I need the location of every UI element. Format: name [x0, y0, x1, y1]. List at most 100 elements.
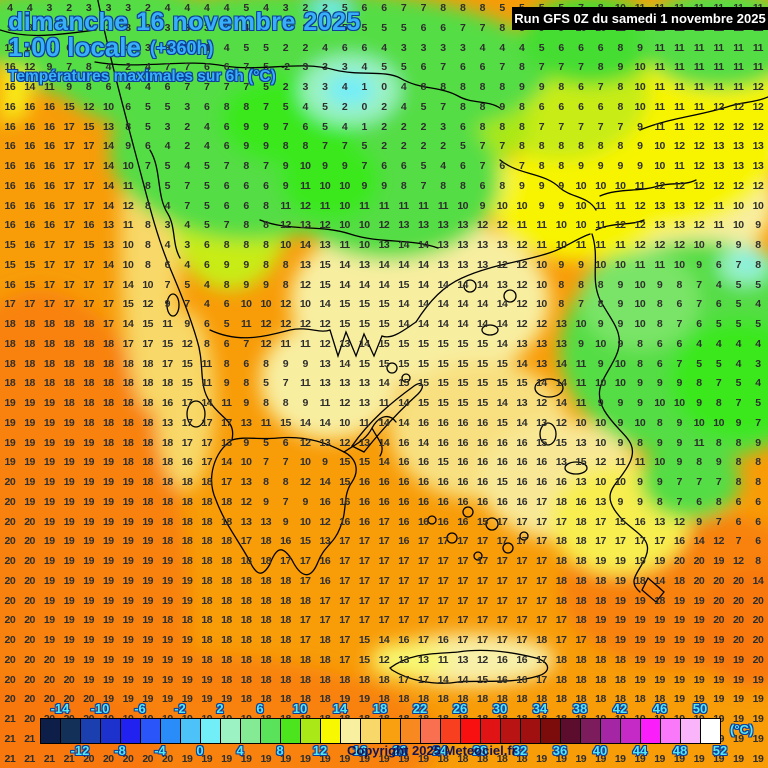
temp-value: 10: [122, 160, 134, 172]
temp-value: 12: [516, 258, 528, 271]
temp-value: 5: [164, 160, 171, 172]
temp-value: 17: [477, 634, 488, 646]
temp-value: 9: [558, 179, 564, 192]
temp-value: 10: [575, 199, 587, 212]
temp-value: 17: [398, 673, 409, 686]
temp-value: 19: [713, 653, 724, 666]
temp-value: 5: [459, 140, 466, 153]
temp-value: 16: [24, 100, 35, 113]
temp-value: 12: [516, 298, 528, 311]
temp-value: 19: [24, 397, 35, 409]
temp-value: 13: [654, 219, 665, 232]
forecast-time-label: 1:00 locale: [8, 32, 141, 62]
temp-value: 9: [637, 397, 643, 409]
temp-value: 10: [634, 298, 646, 311]
temp-value: 7: [440, 100, 446, 113]
temp-value: 6: [243, 357, 249, 370]
temp-value: 5: [263, 61, 269, 74]
temp-value: 3: [223, 21, 230, 34]
temp-value: 18: [299, 693, 311, 706]
temp-value: 19: [181, 752, 193, 765]
temp-value: 15: [477, 357, 488, 370]
temp-value: 15: [142, 318, 153, 330]
temp-value: 18: [240, 594, 252, 607]
temp-value: 4: [341, 81, 348, 93]
temp-value: 19: [24, 416, 35, 429]
temp-value: 6: [459, 160, 466, 172]
temp-value: 18: [673, 574, 685, 587]
temp-value: 18: [595, 653, 606, 666]
temp-value: 11: [418, 199, 429, 212]
temp-value: 7: [735, 535, 742, 548]
temp-value: 14: [477, 278, 488, 291]
temp-value: 17: [63, 239, 75, 251]
temp-value: 12: [339, 436, 350, 449]
temp-value: 18: [299, 673, 311, 686]
temp-value: 4: [479, 41, 486, 54]
temp-value: 9: [676, 456, 683, 469]
temp-value: 9: [538, 199, 545, 212]
temp-value: 14: [122, 278, 134, 291]
temp-value: 12: [732, 120, 744, 133]
temp-value: 14: [516, 357, 528, 370]
temp-value: 19: [43, 555, 55, 567]
temp-value: 11: [693, 61, 705, 74]
temp-value: 10: [358, 239, 370, 251]
temp-value: 14: [477, 318, 488, 330]
temp-value: 17: [43, 239, 55, 251]
temp-value: 19: [634, 555, 646, 567]
temp-value: 8: [519, 61, 525, 74]
temp-value: 17: [142, 337, 153, 350]
temp-value: 17: [536, 594, 547, 607]
temp-value: 13: [358, 436, 370, 449]
temp-value: 17: [162, 357, 173, 370]
temp-value: 11: [378, 199, 390, 212]
temp-value: 14: [319, 476, 331, 488]
temp-value: 20: [63, 693, 75, 706]
colorbar-tick-label: 18: [372, 701, 388, 716]
temp-value: 18: [280, 614, 291, 627]
temp-value: 17: [496, 535, 508, 548]
temp-value: 20: [24, 653, 35, 666]
temp-value: 11: [674, 160, 685, 172]
temp-value: 20: [4, 574, 16, 587]
temp-value: 18: [162, 495, 173, 508]
temp-value: 15: [555, 436, 567, 449]
temp-value: 12: [693, 160, 705, 172]
temp-value: 7: [538, 61, 545, 74]
colorbar-cell: [241, 719, 261, 743]
temp-value: 19: [122, 594, 134, 607]
temp-value: 6: [755, 495, 761, 508]
colorbar-tick-label: 20: [392, 743, 408, 758]
temp-value: 14: [437, 318, 449, 330]
temp-value: 9: [656, 377, 663, 390]
temp-value: 19: [654, 555, 665, 567]
temp-value: 10: [654, 160, 665, 172]
temp-value: 18: [595, 634, 606, 646]
temp-value: 13: [496, 278, 508, 291]
temp-value: 6: [204, 61, 210, 74]
temp-value: 8: [519, 140, 525, 153]
temp-value: 11: [201, 357, 213, 370]
model-run-box: Run GFS 0Z du samedi 1 novembre 2025: [512, 7, 768, 30]
temp-value: 20: [162, 752, 173, 765]
temp-value: 19: [732, 752, 744, 765]
temp-value: 11: [634, 456, 646, 469]
temp-value: 16: [437, 634, 449, 646]
temp-value: 5: [322, 120, 328, 133]
temp-value: 17: [516, 594, 528, 607]
temp-value: 4: [400, 100, 407, 113]
temp-value: 5: [400, 61, 407, 74]
temp-value: 11: [44, 81, 55, 93]
temp-value: 19: [63, 436, 75, 449]
temp-value: 16: [358, 476, 370, 488]
temp-value: 18: [240, 555, 252, 567]
temp-value: 13: [437, 239, 449, 251]
temp-value: 18: [201, 555, 213, 567]
temp-value: 17: [536, 653, 547, 666]
temp-value: 6: [223, 179, 230, 192]
temp-value: 4: [400, 81, 407, 93]
temp-value: 8: [302, 140, 308, 153]
temp-value: 11: [654, 120, 665, 133]
temp-value: 7: [263, 456, 269, 469]
